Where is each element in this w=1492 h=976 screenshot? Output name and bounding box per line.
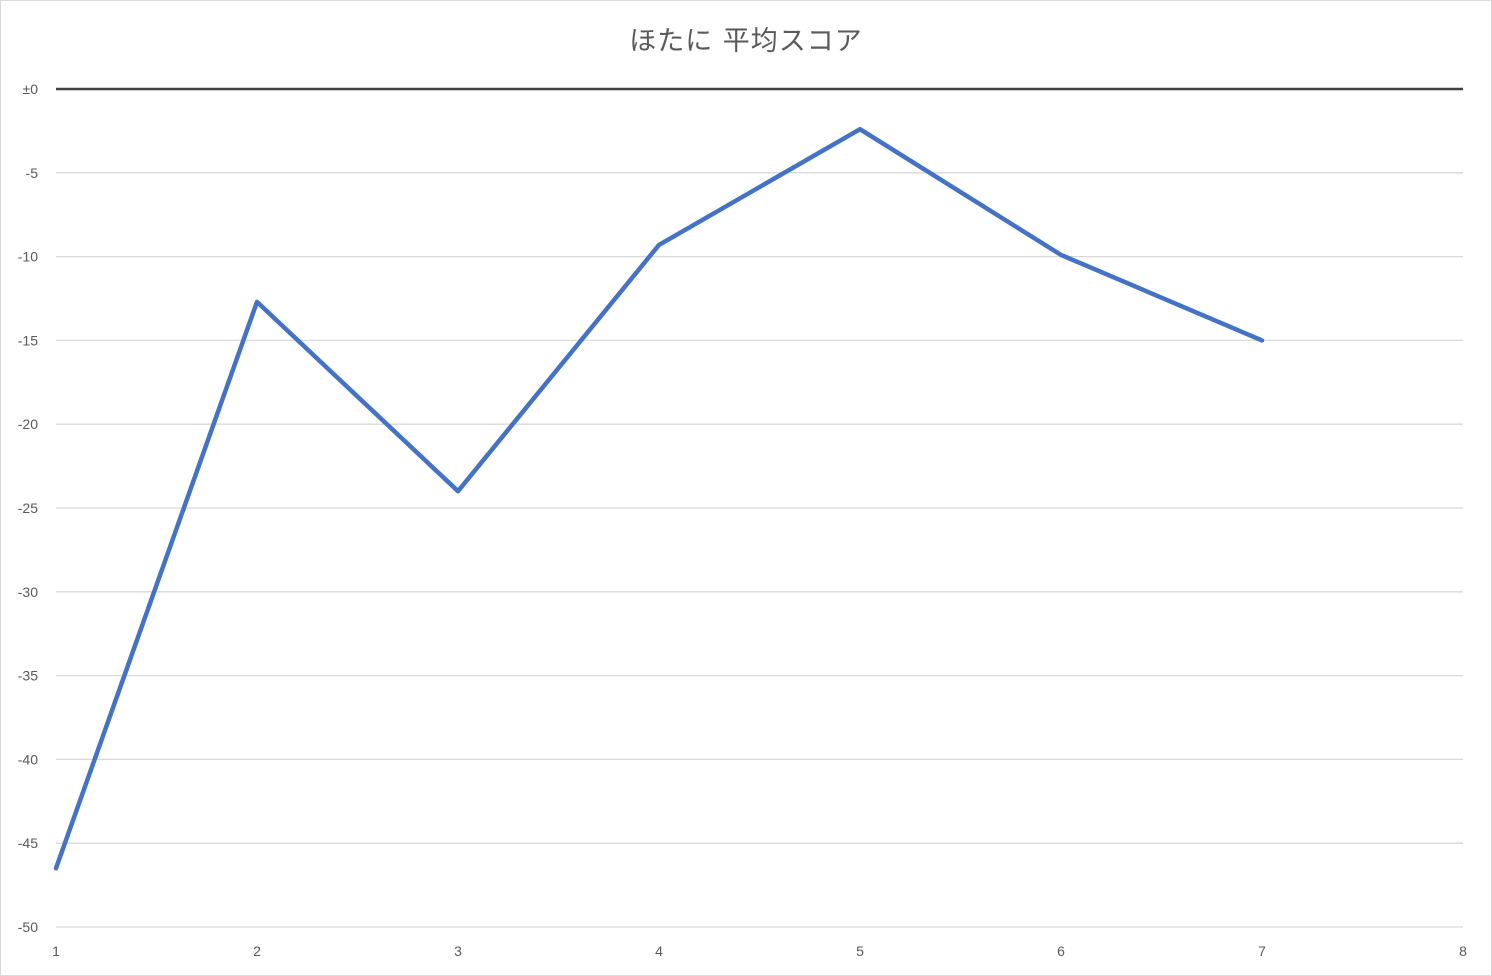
y-tick-label: -45 [18,835,38,851]
y-tick-label: ±0 [23,81,39,97]
y-tick-label: -25 [18,500,38,516]
x-tick-label: 5 [856,943,864,959]
y-tick-label: -10 [18,249,38,265]
y-tick-label: -40 [18,751,38,767]
y-tick-label: -50 [18,919,38,935]
series-line-0 [53,126,1265,871]
y-tick-label: -5 [26,165,39,181]
y-tick-label: -20 [18,416,38,432]
gridlines [56,172,1463,928]
y-tick-label: -35 [18,668,38,684]
x-axis-tick-labels: 1 2 3 4 5 6 7 8 [52,943,1467,959]
x-tick-label: 3 [454,943,462,959]
x-tick-label: 2 [253,943,261,959]
y-axis-tick-labels: ±0 -5 -10 -15 -20 -25 -30 -35 -40 -45 -50 [18,81,38,935]
series-group [53,126,1265,871]
chart-title: ほたに 平均スコア [629,26,863,57]
x-tick-label: 7 [1258,943,1266,959]
y-tick-label: -30 [18,584,38,600]
x-tick-label: 6 [1057,943,1065,959]
x-tick-label: 1 [52,943,60,959]
x-tick-label: 4 [655,943,663,959]
x-tick-label: 8 [1459,943,1467,959]
y-tick-label: -15 [18,332,38,348]
